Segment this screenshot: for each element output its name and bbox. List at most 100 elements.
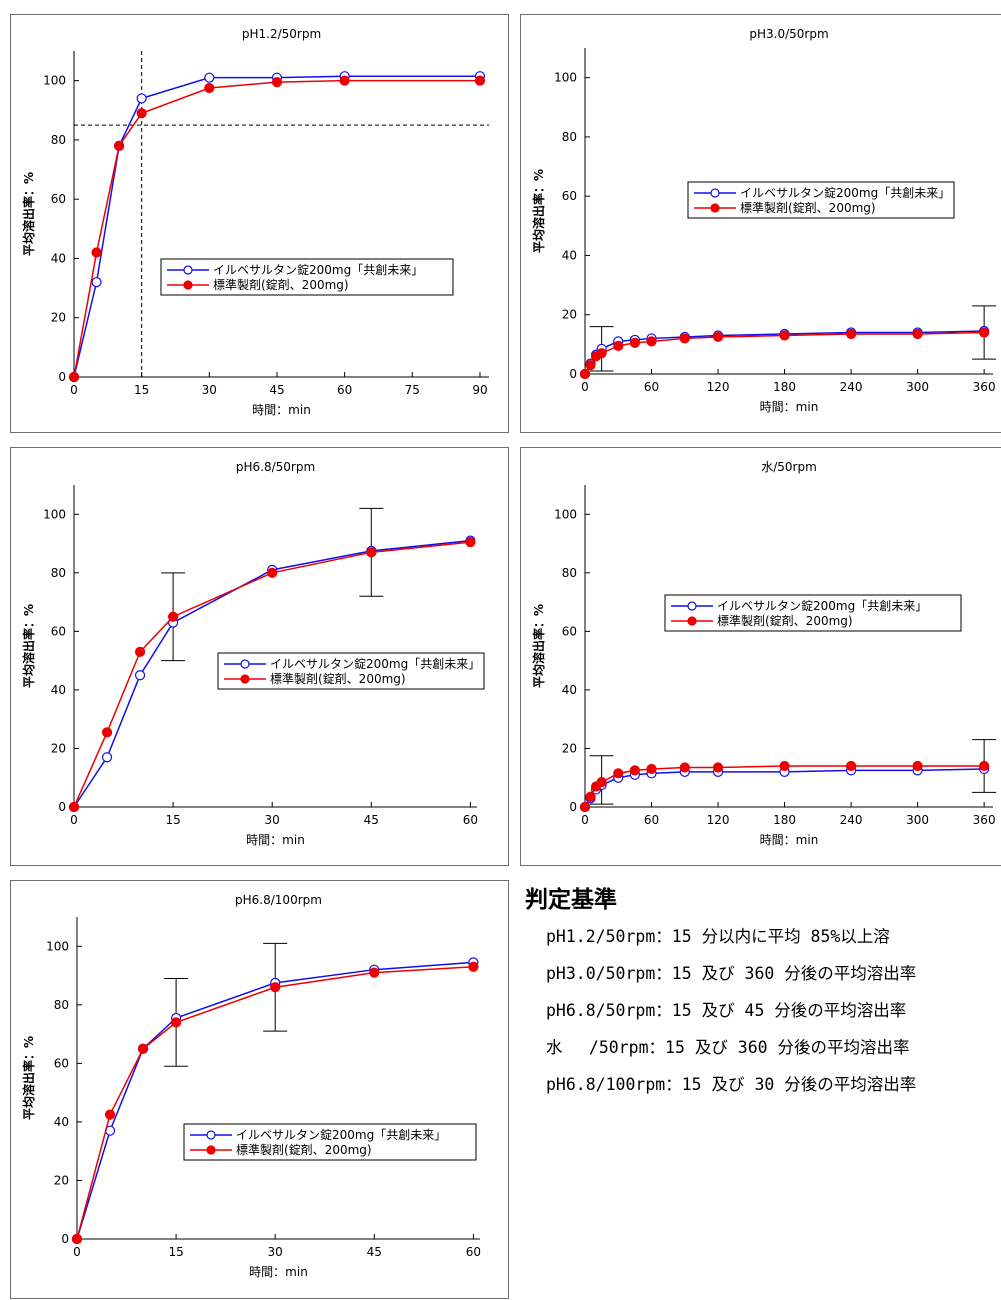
legend-box: [217, 652, 485, 690]
x-axis-label: 時間：min: [760, 833, 819, 847]
legend-marker-blue: [710, 188, 720, 198]
data-point-red: [136, 108, 147, 119]
x-axis-label: 時間：min: [760, 400, 819, 414]
chart-water-50rpm: 水/50rpm 0 20 40 60 80 100 0 60 120 180 240 300 360 時間：…: [531, 460, 997, 847]
x-tick-label: 60: [466, 1245, 481, 1259]
data-point-blue: [91, 277, 102, 288]
data-point-red: [474, 75, 486, 86]
x-tick-label: 60: [644, 380, 659, 394]
data-point-red: [204, 82, 215, 94]
y-tick-label: 0: [61, 1232, 69, 1246]
y-tick-label: 20: [562, 308, 577, 322]
criteria-list: pH1.2/50rpm：15 分以内に平均 85%以上溶 pH3.0/50rpm…: [546, 924, 916, 1109]
legend-label-red: 標準製剤(錠剤、200mg): [740, 200, 876, 215]
data-point-red: [679, 762, 690, 773]
x-tick-label: 45: [367, 1245, 382, 1259]
x-tick-label: 120: [707, 380, 730, 394]
legend-label-red: 標準製剤(錠剤、200mg): [213, 277, 349, 292]
y-tick-label: 60: [51, 192, 66, 206]
x-tick-label: 60: [644, 813, 659, 827]
y-tick-label: 0: [569, 367, 577, 381]
data-point-red: [68, 801, 80, 813]
data-point-red: [629, 337, 640, 348]
x-tick-label: 0: [73, 1245, 81, 1259]
data-point-blue: [204, 72, 215, 83]
criteria-line: pH6.8/100rpm：15 及び 30 分後の平均溶出率: [546, 1075, 917, 1094]
series-line-blue: [73, 75, 480, 378]
data-point-red: [68, 371, 80, 383]
legend-label-blue: イルベサルタン錠200mg「共創未来」: [213, 262, 423, 277]
chart-title: pH6.8/50rpm: [236, 460, 315, 474]
data-point-red: [369, 967, 380, 978]
x-axis-label: 時間：min: [249, 1265, 308, 1279]
chart-title: 水/50rpm: [761, 460, 817, 474]
x-tick-label: 0: [581, 813, 589, 827]
data-point-red: [71, 1233, 83, 1245]
data-point-red: [91, 247, 102, 258]
y-tick-label: 60: [562, 189, 577, 203]
x-tick-label: 180: [773, 813, 796, 827]
legend-box: [183, 1123, 477, 1161]
x-tick-label: 120: [707, 813, 730, 827]
y-tick-label: 40: [562, 683, 577, 697]
data-point-red: [779, 330, 790, 341]
data-point-red: [979, 760, 990, 772]
chart-ph12-50rpm: pH1.2/50rpm 0 20 40 60 80 100 0 15 30 45 60 75 90 時間：m…: [21, 27, 489, 417]
x-tick-label: 60: [337, 383, 352, 397]
legend-marker-blue: [206, 1130, 216, 1140]
x-tick-label: 360: [973, 813, 996, 827]
data-point-red: [845, 760, 857, 772]
x-tick-label: 240: [840, 813, 863, 827]
data-point-red: [114, 140, 125, 151]
chart-panel-ph12-50rpm: pH1.2/50rpm 0 20 40 60 80 100 0 15 30 45 60 75 90 時間：m…: [10, 14, 509, 433]
legend-label-red: 標準製剤(錠剤、200mg): [270, 671, 406, 686]
y-tick-label: 20: [562, 741, 577, 755]
chart-title: pH6.8/100rpm: [235, 893, 322, 907]
y-axis-label: 平均溶出率：%: [21, 172, 36, 256]
x-tick-label: 360: [973, 380, 996, 394]
x-tick-label: 45: [269, 383, 284, 397]
y-tick-label: 40: [562, 248, 577, 262]
x-tick-label: 30: [202, 383, 217, 397]
legend-marker-red: [710, 203, 720, 213]
x-axis-label: 時間：min: [246, 833, 305, 847]
data-point-blue: [136, 93, 147, 104]
y-tick-label: 40: [51, 251, 66, 265]
y-tick-label: 100: [43, 507, 66, 521]
x-tick-label: 75: [405, 383, 420, 397]
chart-title: pH1.2/50rpm: [242, 27, 321, 41]
data-point-red: [167, 611, 179, 622]
x-tick-label: 0: [581, 380, 589, 394]
data-point-red: [629, 765, 640, 776]
legend-label-blue: イルベサルタン錠200mg「共創未来」: [236, 1127, 446, 1142]
data-point-red: [339, 75, 350, 86]
x-tick-label: 15: [165, 813, 180, 827]
y-tick-label: 100: [554, 507, 577, 521]
data-point-red: [134, 646, 146, 657]
legend-label-blue: イルベサルタン錠200mg「共創未来」: [740, 185, 950, 200]
x-tick-label: 240: [840, 380, 863, 394]
x-tick-label: 90: [472, 383, 487, 397]
chart-ph68-100rpm: pH6.8/100rpm 0 20 40 60 80 100 0 15 30 45 60 時間：min 平…: [21, 893, 481, 1279]
chart-panel-ph68-50rpm: pH6.8/50rpm 0 20 40 60 80 100 0 15 30 45 60 時間：min 平均…: [10, 447, 509, 866]
y-tick-label: 0: [58, 370, 66, 384]
legend-box: [160, 258, 454, 296]
data-point-red: [912, 328, 923, 340]
data-point-red: [712, 331, 724, 343]
data-point-red: [979, 327, 990, 338]
legend-marker-blue: [183, 265, 193, 275]
x-tick-label: 0: [70, 813, 78, 827]
x-tick-label: 15: [168, 1245, 183, 1259]
y-tick-label: 60: [51, 624, 66, 638]
criteria-line: pH6.8/50rpm：15 及び 45 分後の平均溶出率: [546, 1001, 907, 1020]
data-point-red: [137, 1043, 149, 1054]
data-point-red: [845, 328, 857, 340]
y-axis-label: 平均溶出率：%: [21, 1036, 36, 1120]
y-tick-label: 80: [51, 133, 66, 147]
y-tick-label: 60: [54, 1056, 69, 1070]
criteria-section: 判定基準 pH1.2/50rpm：15 分以内に平均 85%以上溶 pH3.0/…: [525, 880, 1001, 1180]
data-point-red: [596, 777, 607, 788]
y-tick-label: 80: [562, 566, 577, 580]
data-point-red: [779, 760, 790, 772]
data-point-red: [712, 762, 724, 773]
